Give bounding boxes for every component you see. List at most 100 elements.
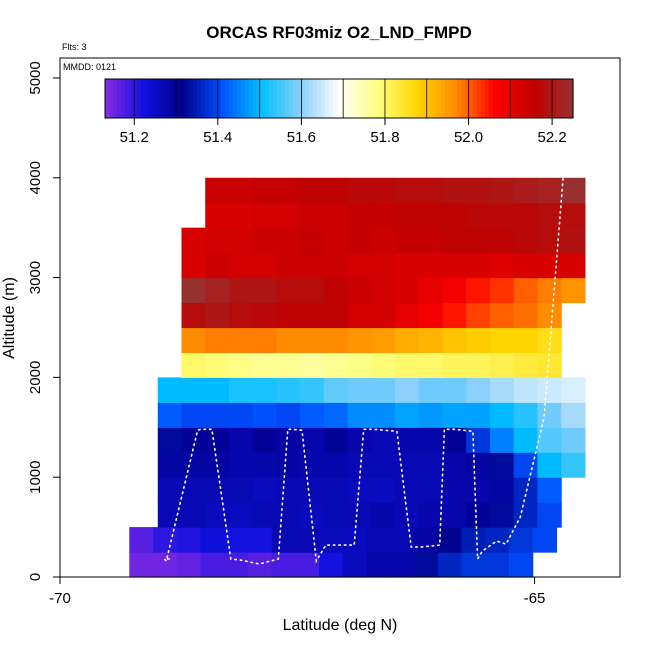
heatmap-cell	[442, 227, 467, 254]
colorbar-segment	[245, 79, 250, 118]
colorbar-segment	[381, 79, 386, 118]
colorbar-segment	[561, 79, 566, 118]
colorbar-segment	[441, 79, 446, 118]
heatmap-cell	[157, 452, 183, 478]
heatmap-cell	[323, 427, 349, 453]
heatmap-cell	[395, 402, 420, 428]
heatmap-cell	[418, 502, 444, 528]
heatmap-cell	[181, 402, 206, 428]
heatmap-cell	[176, 552, 202, 578]
colorbar-segment	[109, 79, 114, 118]
colorbar-segment	[465, 79, 470, 118]
colorbar-segment	[229, 79, 234, 118]
colorbar-segment	[521, 79, 526, 118]
heatmap-cell	[395, 177, 420, 204]
colorbar-tick-label: 51.4	[203, 129, 232, 146]
heatmap-cell	[300, 302, 325, 329]
heatmap-cell	[323, 302, 349, 329]
heatmap-cell	[347, 227, 372, 254]
heatmap-cell	[300, 477, 325, 503]
colorbar-segment	[193, 79, 198, 118]
heatmap-cell	[466, 302, 491, 329]
colorbar-tick-label: 52.2	[538, 129, 567, 146]
heatmap-cell	[252, 502, 278, 528]
colorbar-segment	[445, 79, 450, 118]
heatmap-cell	[300, 452, 325, 478]
heatmap-cell	[418, 227, 444, 254]
heatmap-cell	[513, 377, 539, 403]
heatmap-cell	[347, 502, 372, 528]
heatmap-cell	[513, 252, 539, 279]
colorbar-segment	[209, 79, 214, 118]
colorbar-segment	[125, 79, 130, 118]
heatmap-cell	[228, 452, 254, 478]
colorbar-segment	[157, 79, 162, 118]
heatmap-cell	[252, 402, 278, 428]
heatmap-cell	[342, 552, 368, 578]
colorbar-segment	[537, 79, 542, 118]
heatmap-cell	[181, 427, 206, 453]
flight-track-line	[162, 177, 564, 565]
heatmap-cell	[181, 502, 206, 528]
colorbar-segment	[369, 79, 374, 118]
heatmap-cell	[489, 352, 515, 378]
heatmap-cell	[513, 227, 539, 254]
colorbar-segment	[249, 79, 254, 118]
heatmap-cell	[323, 377, 349, 403]
heatmap-cell	[442, 502, 467, 528]
heatmap-cell	[418, 477, 444, 503]
heatmap-cell	[347, 477, 372, 503]
colorbar-segment	[513, 79, 518, 118]
heatmap-cell	[295, 527, 320, 553]
heatmap-cell	[228, 377, 254, 403]
heatmap-cell	[323, 177, 349, 204]
heatmap-cell	[228, 202, 254, 229]
heatmap-cell	[537, 502, 562, 528]
heatmap-cell	[561, 452, 586, 478]
heatmap-cell	[513, 302, 539, 329]
colorbar-segment	[201, 79, 206, 118]
heatmap-cell	[489, 452, 515, 478]
heatmap-cell	[442, 452, 467, 478]
heatmap-cell	[513, 477, 539, 503]
colorbar-segment	[137, 79, 142, 118]
heatmap-cell	[271, 552, 296, 578]
heatmap-cell	[414, 527, 439, 553]
colorbar-segment	[477, 79, 482, 118]
heatmap-cell	[489, 177, 515, 204]
heatmap-cell	[252, 252, 278, 279]
heatmap-cell	[537, 477, 562, 503]
heatmap-cell	[181, 277, 206, 304]
heatmap-cell	[276, 402, 301, 428]
heatmap-cell	[228, 227, 254, 254]
heatmap-cell	[323, 327, 349, 354]
heatmap-cell	[181, 377, 206, 403]
colorbar-tick-label: 51.2	[120, 129, 149, 146]
heatmap-cell	[461, 552, 486, 578]
heatmap-cell	[276, 252, 301, 279]
heatmap-cell	[418, 302, 444, 329]
x-tick-label: -70	[49, 590, 71, 607]
heatmap-cell	[442, 302, 467, 329]
heatmap-cell	[271, 527, 296, 553]
heatmap-cells	[129, 177, 586, 578]
colorbar-segment	[305, 79, 310, 118]
colorbar-segment	[489, 79, 494, 118]
x-tick-label: -65	[524, 590, 546, 607]
heatmap-cell	[181, 452, 206, 478]
colorbar-segment	[113, 79, 118, 118]
heatmap-cell	[513, 452, 539, 478]
heatmap-cell	[347, 402, 372, 428]
colorbar-segment	[405, 79, 410, 118]
colorbar-segment	[509, 79, 514, 118]
colorbar-segment	[389, 79, 394, 118]
heatmap-cell	[252, 477, 278, 503]
x-axis: -70 -65	[49, 577, 545, 607]
colorbar-segment	[233, 79, 238, 118]
heatmap-cell	[466, 277, 491, 304]
y-tick-label: 2000	[27, 361, 44, 394]
colorbar-segment	[357, 79, 362, 118]
heatmap-cell	[418, 202, 444, 229]
heatmap-cell	[561, 227, 586, 254]
